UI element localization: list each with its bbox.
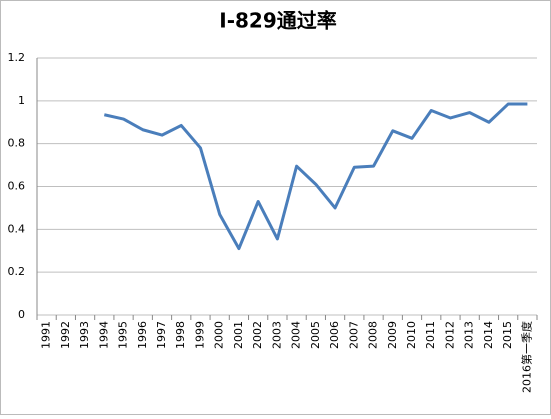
y-tick-label: 0 bbox=[18, 308, 25, 321]
x-tick-label: 1994 bbox=[97, 321, 110, 349]
x-tick-label: 2006 bbox=[328, 321, 341, 349]
x-tick-label: 2010 bbox=[405, 321, 418, 349]
y-tick-label: 1 bbox=[18, 94, 25, 107]
x-tick-label: 2003 bbox=[270, 321, 283, 349]
x-tick-label: 2007 bbox=[347, 321, 360, 349]
y-tick-label: 1.2 bbox=[8, 51, 26, 64]
x-tick-label: 2012 bbox=[443, 321, 456, 349]
x-tick-label: 1995 bbox=[117, 321, 130, 349]
series-line bbox=[103, 102, 528, 251]
x-tick-label: 2008 bbox=[367, 321, 380, 349]
x-tick-label: 1998 bbox=[174, 321, 187, 349]
x-tick-label: 2002 bbox=[251, 321, 264, 349]
x-tick-label: 1993 bbox=[78, 321, 91, 349]
x-tick-label: 2014 bbox=[482, 321, 495, 349]
y-tick-label: 0.4 bbox=[8, 222, 26, 235]
y-tick-label: 0.6 bbox=[8, 180, 26, 193]
chart-title: I-829通过率 bbox=[219, 9, 337, 33]
x-tick-label: 1996 bbox=[136, 321, 149, 349]
y-tick-label: 0.8 bbox=[8, 137, 26, 150]
x-tick-label: 2000 bbox=[213, 321, 226, 349]
x-tick-label: 2009 bbox=[386, 321, 399, 349]
x-tick-label: 2016第一季度 bbox=[519, 321, 533, 393]
x-tick-label: 2005 bbox=[309, 321, 322, 349]
x-tick-label: 1992 bbox=[59, 321, 72, 349]
x-tick-label: 2001 bbox=[232, 321, 245, 349]
x-tick-label: 1999 bbox=[193, 321, 206, 349]
x-tick-label: 1991 bbox=[40, 321, 53, 349]
x-tick-label: 2013 bbox=[463, 321, 476, 349]
x-tick-label: 2004 bbox=[290, 321, 303, 349]
y-tick-label: 0.2 bbox=[8, 265, 26, 278]
x-tick-label: 2015 bbox=[501, 321, 514, 349]
x-tick-label: 1997 bbox=[155, 321, 168, 349]
x-tick-label: 2011 bbox=[424, 321, 437, 349]
